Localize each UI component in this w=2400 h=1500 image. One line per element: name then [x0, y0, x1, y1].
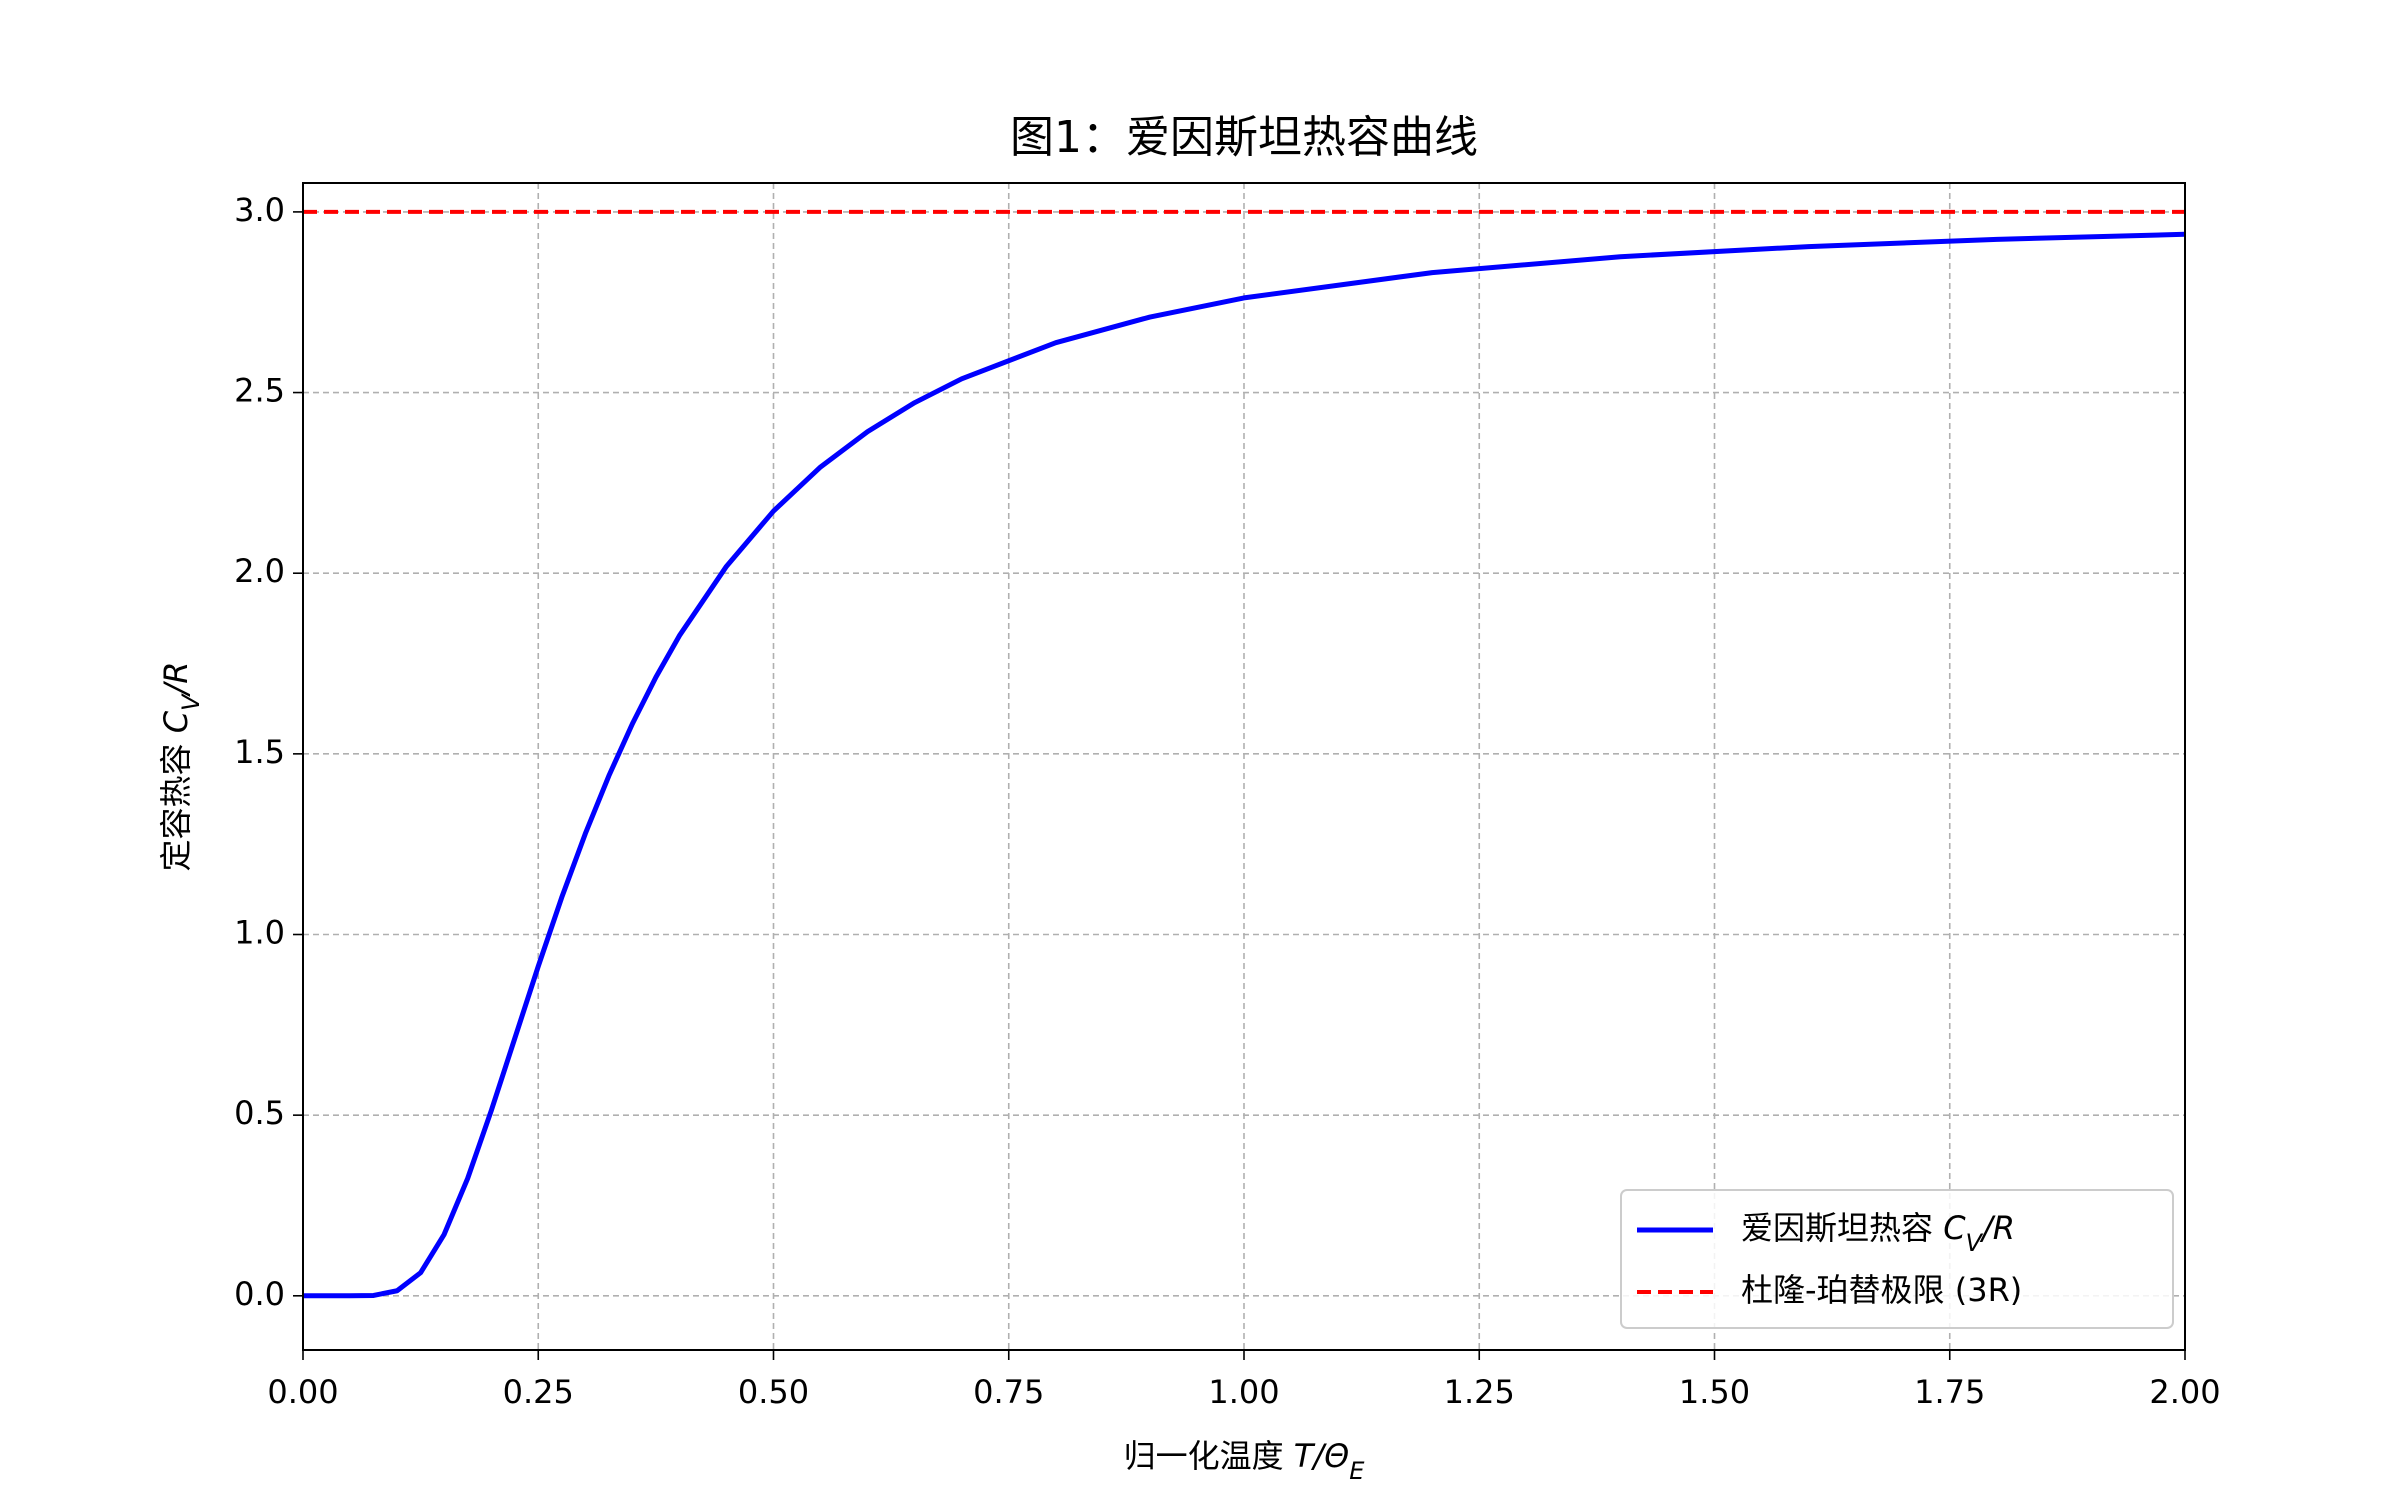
- label-part: V: [177, 693, 205, 711]
- y-tick-label: 0.5: [234, 1094, 285, 1132]
- label-part: C: [1943, 1209, 1966, 1247]
- label-part: 定容热容: [157, 733, 195, 871]
- y-axis-label: 定容热容 CV/R: [157, 662, 205, 872]
- y-tick-label: 2.5: [234, 372, 285, 410]
- label-part: /R: [1979, 1209, 2015, 1247]
- chart-title: 图1：爱因斯坦热容曲线: [1010, 112, 1478, 163]
- x-tick-label: 1.75: [1914, 1373, 1985, 1411]
- x-axis-label: 归一化温度 T/ΘE: [1124, 1437, 1366, 1485]
- label-part: V: [1966, 1229, 1984, 1257]
- label-part: /R: [157, 662, 195, 698]
- label-part: E: [1349, 1457, 1365, 1485]
- x-tick-label: 0.25: [503, 1373, 574, 1411]
- y-tick-label: 0.0: [234, 1275, 285, 1313]
- label-part: 杜隆-珀替极限 (3R): [1741, 1271, 2022, 1309]
- label-part: T/Θ: [1294, 1437, 1350, 1475]
- x-tick-label: 0.50: [738, 1373, 809, 1411]
- legend-label: 爱因斯坦热容 CV/R: [1741, 1209, 2015, 1257]
- x-tick-label: 0.75: [973, 1373, 1044, 1411]
- y-tick-label: 3.0: [234, 191, 285, 229]
- label-part: C: [157, 710, 195, 733]
- y-tick-label: 2.0: [234, 552, 285, 590]
- x-tick-label: 2.00: [2149, 1373, 2220, 1411]
- label-part: 归一化温度: [1124, 1437, 1294, 1475]
- legend-box: [1620, 1189, 2174, 1329]
- x-tick-label: 1.50: [1679, 1373, 1750, 1411]
- series-line: [303, 231, 2185, 1299]
- label-part: 爱因斯坦热容: [1741, 1209, 1943, 1247]
- x-tick-label: 1.00: [1208, 1373, 1279, 1411]
- legend-label: 杜隆-珀替极限 (3R): [1741, 1271, 2022, 1309]
- y-tick-label: 1.0: [234, 914, 285, 952]
- plot-frame: [302, 182, 2186, 1351]
- x-tick-label: 1.25: [1444, 1373, 1515, 1411]
- y-tick-label: 1.5: [234, 733, 285, 771]
- x-tick-label: 0.00: [267, 1373, 338, 1411]
